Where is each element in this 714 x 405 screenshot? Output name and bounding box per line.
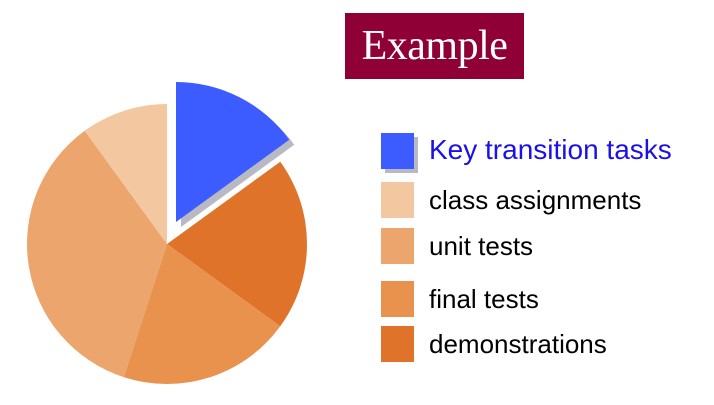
- pie-slice-unit-tests: [27, 130, 167, 378]
- legend-swatch-final-tests: [381, 281, 414, 317]
- legend-label-key-transition-tasks: Key transition tasks: [429, 134, 672, 165]
- legend-label-class-assignments: class assignments: [429, 185, 642, 215]
- legend-swatch-unit-tests: [381, 228, 414, 264]
- chart-title: Example: [361, 23, 508, 69]
- legend-label-final-tests: final tests: [429, 284, 539, 314]
- pie-slice-demonstrations: [167, 161, 307, 327]
- pie-slice-key-transition-tasks: [176, 82, 290, 222]
- pie-slice-final-tests: [123, 244, 281, 385]
- pie-slice-class-assignments: [84, 104, 167, 244]
- legend-label-demonstrations: demonstrations: [429, 329, 607, 359]
- legend-label-unit-tests: unit tests: [429, 231, 534, 261]
- legend-swatch-class-assignments: [381, 182, 414, 218]
- legend-swatch-key-transition-tasks: [381, 133, 414, 169]
- title-box: Example: [345, 13, 524, 79]
- legend-swatch-demonstrations: [381, 326, 414, 362]
